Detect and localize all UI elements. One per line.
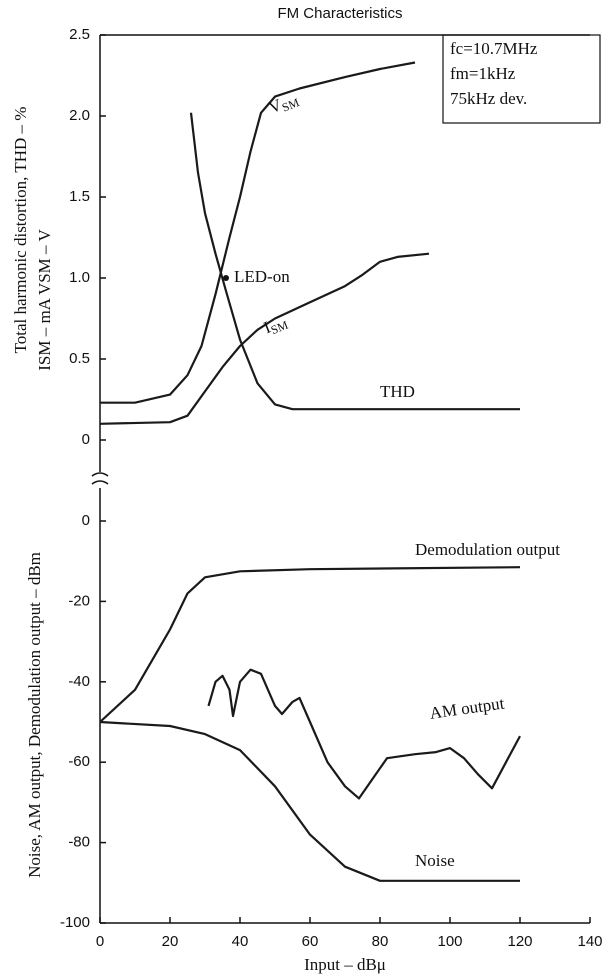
y-axis-label: Noise, AM output, Demodulation output – … [25, 552, 44, 878]
y-tick-label: 1.0 [69, 269, 90, 286]
y-tick-label: 0 [82, 431, 90, 448]
x-tick-label: 0 [96, 933, 104, 950]
condition-box [442, 34, 601, 124]
series-label: Demodulation output [415, 540, 560, 559]
series-label: THD [380, 382, 415, 401]
y-tick-label: 0.5 [69, 350, 90, 367]
annotation: LED-on [234, 267, 290, 286]
y-tick-label: -100 [60, 914, 90, 931]
annotation-point [223, 275, 229, 281]
line-series [99, 566, 521, 723]
y-tick-label: 2.0 [69, 107, 90, 124]
condition: fc=10.7MHz [450, 39, 538, 58]
x-tick-label: 100 [437, 933, 462, 950]
line-series [207, 668, 521, 800]
y-tick-label: 2.5 [69, 26, 90, 43]
x-tick-label: 20 [162, 933, 179, 950]
x-tick-label: 140 [577, 933, 602, 950]
line-series [100, 61, 416, 404]
condition: fm=1kHz [450, 64, 516, 83]
y-axis-label: ISM – mA VSM – V [35, 229, 54, 371]
y-tick-label: -40 [68, 673, 90, 690]
x-tick-label: 120 [507, 933, 532, 950]
line-series [99, 252, 430, 425]
series-label: AM output [428, 694, 505, 723]
y-tick-label: 0 [82, 512, 90, 529]
series-label: ISM [261, 311, 290, 339]
y-tick-label: -80 [68, 834, 90, 851]
axis-break [91, 472, 109, 485]
y-tick-label: -60 [68, 753, 90, 770]
x-axis-label: Input – dBμ [304, 955, 386, 974]
y-tick-label: -20 [68, 592, 90, 609]
chart-title: FM Characteristics [277, 5, 402, 22]
x-tick-label: 60 [302, 933, 319, 950]
line-series [189, 112, 520, 411]
line-series [99, 720, 520, 882]
series-label: Noise [415, 851, 455, 870]
condition: 75kHz dev. [450, 89, 527, 108]
x-tick-label: 80 [372, 933, 389, 950]
y-axis-label: Total harmonic distortion, THD – % [11, 107, 30, 354]
y-tick-label: 1.5 [69, 188, 90, 205]
x-tick-label: 40 [232, 933, 249, 950]
